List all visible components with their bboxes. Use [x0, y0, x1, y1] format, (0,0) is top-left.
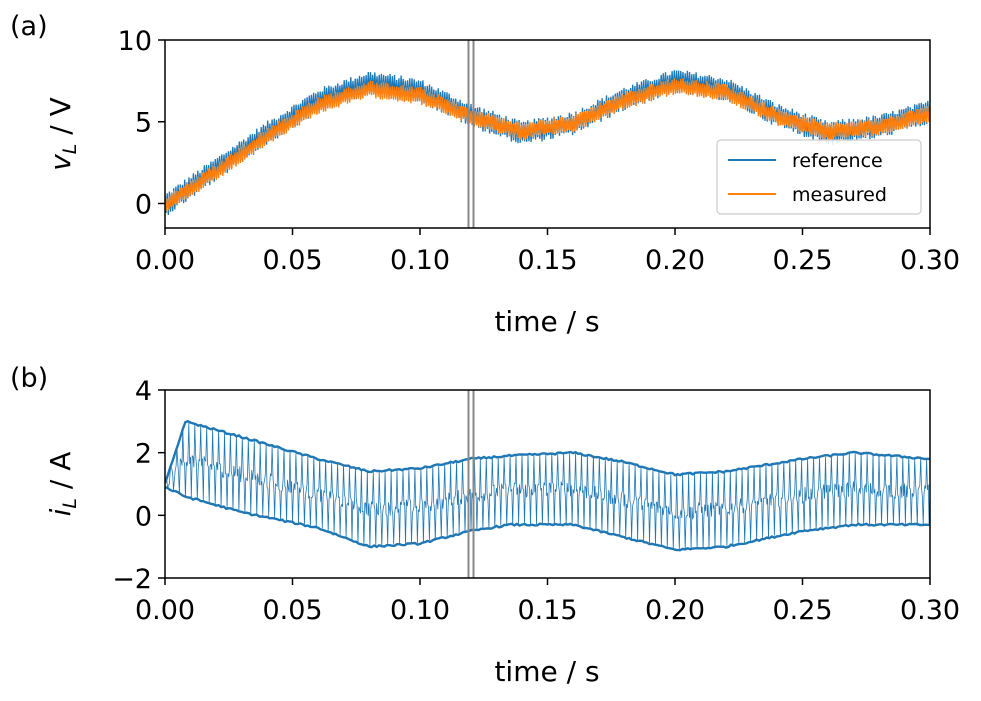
panel-b-y-ticks: −2 0 2 4 — [112, 376, 165, 595]
y-tick-label: 0 — [135, 189, 152, 220]
panel-a: (a) 0.00 0.05 0.10 0.15 0.20 0.25 0.30 0 5 10 ti… — [10, 11, 960, 338]
x-tick-label: 0.00 — [135, 245, 195, 276]
panel-a-y-ticks: 0 5 10 — [118, 26, 165, 220]
x-tick-label: 0.15 — [517, 245, 577, 276]
x-tick-label: 0.05 — [262, 245, 322, 276]
y-tick-label: 0 — [135, 501, 152, 532]
panel-b-label: (b) — [10, 363, 48, 394]
panel-b-y-axis-label: iL / A — [44, 452, 81, 517]
y-tick-label: 10 — [118, 26, 152, 57]
x-tick-label: 0.30 — [900, 595, 960, 626]
series-line-i_L — [165, 422, 930, 551]
panel-a-label: (a) — [10, 11, 48, 42]
y-tick-label: 2 — [135, 439, 152, 470]
legend-frame — [716, 139, 922, 215]
x-tick-label: 0.20 — [645, 595, 705, 626]
y-tick-label: 5 — [135, 108, 152, 139]
x-tick-label: 0.30 — [900, 245, 960, 276]
x-tick-label: 0.10 — [390, 245, 450, 276]
x-tick-label: 0.05 — [262, 595, 322, 626]
series-envelope-lower — [165, 486, 930, 552]
panel-a-y-label-main: v — [44, 154, 77, 171]
y-tick-label: −2 — [112, 564, 152, 595]
panel-b-plot-area — [165, 390, 930, 578]
x-tick-label: 0.10 — [390, 595, 450, 626]
panel-b-y-label-unit: / A — [44, 452, 77, 498]
panel-a-plot-area — [165, 40, 930, 228]
series-envelope-upper — [165, 419, 930, 484]
x-tick-label: 0.00 — [135, 595, 195, 626]
panel-a-y-label-sub: L — [59, 144, 81, 155]
panel-a-x-ticks: 0.00 0.05 0.10 0.15 0.20 0.25 0.30 — [135, 228, 960, 276]
panel-b-x-axis-label: time / s — [494, 655, 599, 688]
panel-a-legend: reference measured — [716, 139, 922, 215]
panel-b-y-label-main: i — [44, 508, 77, 516]
series-line-measured — [165, 78, 930, 212]
panel-a-x-axis-label: time / s — [494, 305, 599, 338]
x-tick-label: 0.20 — [645, 245, 705, 276]
x-tick-label: 0.15 — [517, 595, 577, 626]
panel-a-y-axis-label: vL / V — [44, 97, 81, 171]
x-tick-label: 0.25 — [772, 245, 832, 276]
y-tick-label: 4 — [135, 376, 152, 407]
x-tick-label: 0.25 — [772, 595, 832, 626]
legend-label-measured: measured — [792, 184, 887, 206]
panel-b-frame — [164, 389, 931, 579]
legend-label-reference: reference — [792, 150, 883, 172]
panel-b-y-label-sub: L — [59, 498, 81, 509]
panel-b-x-ticks: 0.00 0.05 0.10 0.15 0.20 0.25 0.30 — [135, 578, 960, 626]
panel-a-y-label-unit: / V — [44, 97, 77, 143]
panel-b: (b) 0.00 0.05 0.10 0.15 0.20 0.25 0.30 −2 0 2 4 t… — [10, 363, 960, 688]
